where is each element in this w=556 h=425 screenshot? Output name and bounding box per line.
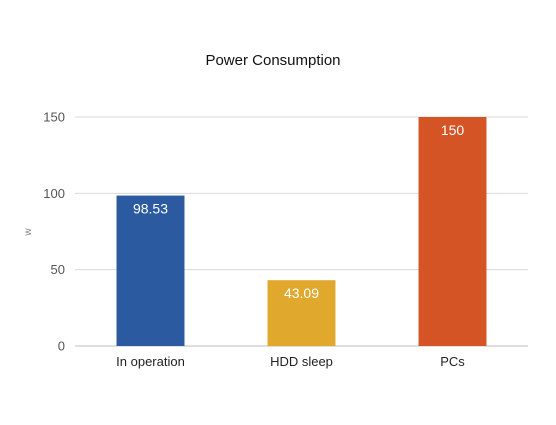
bar-data-label: 98.53 xyxy=(133,201,168,217)
y-tick-label: 100 xyxy=(43,186,65,201)
bars xyxy=(116,117,487,346)
bar-data-label: 150 xyxy=(441,122,465,138)
y-ticks: 0 50 100 150 xyxy=(43,110,65,354)
y-tick-label: 0 xyxy=(58,339,65,354)
chart-title: Power Consumption xyxy=(205,52,340,69)
bar xyxy=(267,280,336,346)
x-categories: In operation HDD sleep PCs xyxy=(116,354,465,369)
y-tick-label: 150 xyxy=(43,110,65,125)
data-labels: 98.53 43.09 150 xyxy=(133,122,464,301)
x-category-label: In operation xyxy=(116,354,185,369)
bar xyxy=(116,195,185,346)
y-tick-label: 50 xyxy=(51,262,65,277)
bar-data-label: 43.09 xyxy=(284,285,319,301)
y-axis-label: w xyxy=(23,228,34,237)
x-category-label: PCs xyxy=(440,354,465,369)
x-category-label: HDD sleep xyxy=(270,354,333,369)
bar xyxy=(418,117,487,346)
